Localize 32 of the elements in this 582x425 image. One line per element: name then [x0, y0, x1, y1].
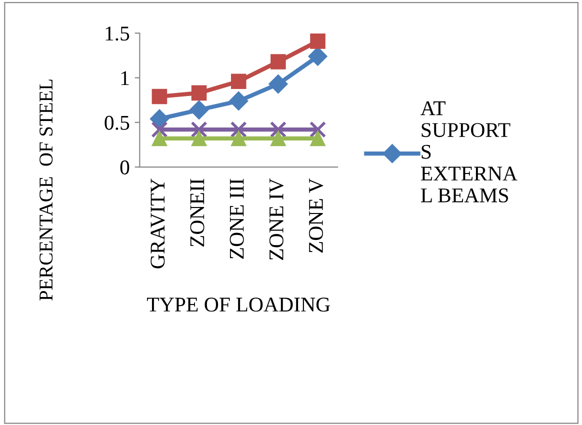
point	[151, 121, 168, 138]
point	[150, 109, 169, 128]
point	[230, 121, 247, 138]
y-tick-label: 0	[120, 160, 130, 174]
x-axis-title: TYPE OF LOADING	[146, 298, 330, 312]
point	[191, 85, 207, 101]
point	[270, 54, 286, 70]
y-tick-label: 1	[121, 71, 129, 86]
point	[152, 130, 168, 146]
point	[308, 46, 328, 66]
legend-label: AT SUPPORT S EXTERNA L BEAMS	[420, 101, 518, 202]
x-tick-label: ZONEII	[190, 178, 204, 247]
point	[270, 130, 286, 146]
x-tick-label: GRAVITY	[150, 178, 165, 268]
point	[190, 100, 209, 120]
point	[310, 34, 326, 49]
y-tick-label: 1.5	[106, 26, 130, 41]
point	[268, 74, 288, 94]
y-axis-title: PERCENTAGE OF STEEL	[40, 80, 53, 301]
point	[230, 74, 246, 89]
point	[310, 130, 326, 146]
x-tick-label: ZONE IV	[269, 178, 284, 260]
point	[191, 130, 207, 146]
point	[229, 91, 248, 111]
x-tick-label: ZONE III	[230, 178, 244, 259]
point	[190, 121, 208, 138]
point	[270, 121, 287, 138]
x-tick-label: ZONE V	[308, 178, 324, 253]
point	[152, 88, 168, 104]
point	[230, 130, 246, 146]
y-tick-label: 0.5	[104, 116, 130, 130]
point	[309, 121, 326, 138]
